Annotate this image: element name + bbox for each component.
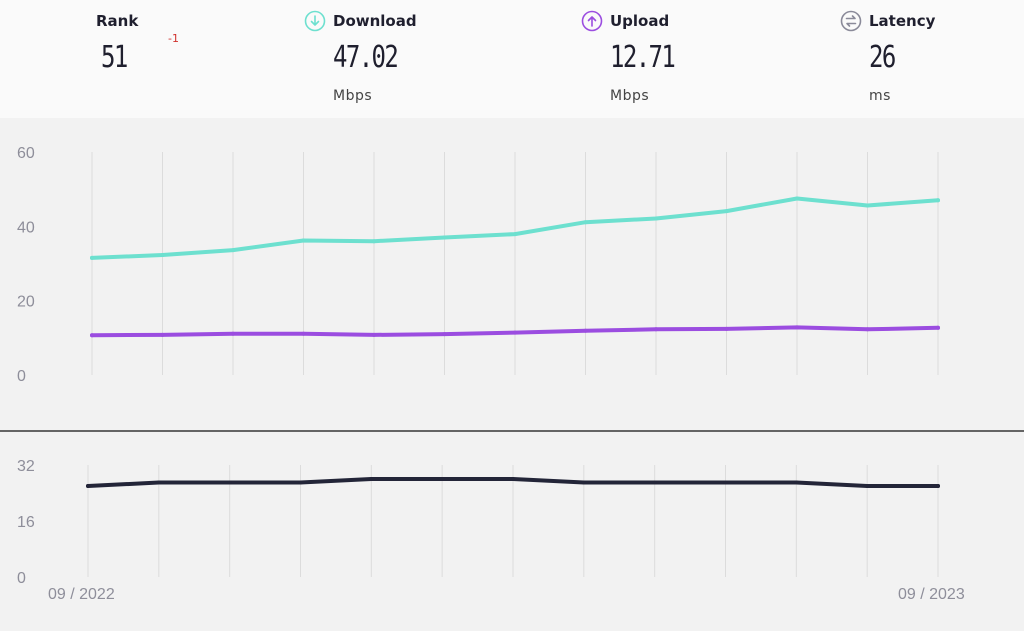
download-value: 47.02	[333, 40, 399, 75]
y-tick-label: 0	[17, 570, 26, 587]
data-point-upload	[160, 332, 165, 337]
y-tick-label: 0	[17, 368, 26, 385]
data-point-download	[442, 235, 447, 240]
data-point-latency	[511, 477, 515, 481]
data-point-upload	[795, 325, 799, 330]
data-point-upload	[513, 330, 517, 335]
data-point-latency	[865, 484, 870, 488]
rank-delta: -1	[168, 32, 179, 45]
data-point-download	[795, 196, 799, 201]
x-tick-label: 09 / 2022	[48, 586, 115, 603]
download-metric: Download 47.02 Mbps	[304, 10, 504, 110]
download-label: Download	[333, 12, 417, 30]
data-point-download	[372, 239, 376, 244]
y-tick-label: 40	[17, 219, 35, 236]
metrics-header: Rank 51 -1 Download 47.02 Mbps Upload 12…	[0, 0, 1024, 118]
data-point-download	[160, 252, 165, 257]
latency-unit: ms	[869, 88, 891, 104]
data-point-download	[301, 238, 306, 243]
data-point-download	[90, 255, 94, 260]
data-point-latency	[581, 480, 586, 485]
data-point-latency	[369, 477, 374, 481]
data-point-upload	[231, 331, 235, 336]
x-tick-label: 09 / 2023	[898, 586, 965, 603]
data-point-upload	[654, 327, 658, 332]
data-point-latency	[794, 480, 799, 485]
data-point-upload	[724, 326, 729, 331]
arrow-up-circle-icon	[581, 10, 603, 32]
data-point-upload	[372, 332, 376, 337]
y-tick-label: 20	[17, 294, 35, 311]
latency-label: Latency	[869, 12, 936, 30]
data-point-upload	[865, 327, 870, 332]
latency-chart: 32 16 0 09 / 2022 09 / 2023	[17, 458, 965, 603]
y-tick-label: 32	[17, 458, 35, 475]
data-point-latency	[227, 480, 232, 485]
arrow-down-circle-icon	[304, 10, 326, 32]
data-point-upload	[936, 325, 940, 330]
upload-unit: Mbps	[610, 88, 650, 104]
data-point-download	[513, 232, 517, 237]
data-point-download	[231, 248, 235, 253]
rank-label: Rank	[96, 12, 139, 30]
speed-charts: 60 40 20 0 32 16 0 09 / 2022 09 / 2023	[0, 145, 1024, 603]
data-point-download	[865, 203, 870, 208]
data-point-download	[583, 220, 588, 225]
latency-metric: Latency 26 ms	[840, 10, 1024, 110]
data-point-latency	[298, 480, 303, 485]
data-point-download	[724, 209, 729, 214]
data-point-latency	[652, 480, 657, 485]
speed-chart: 60 40 20 0	[17, 145, 940, 385]
upload-label: Upload	[610, 12, 670, 30]
download-unit: Mbps	[333, 88, 373, 104]
data-point-download	[936, 198, 940, 203]
data-point-latency	[86, 484, 90, 488]
exchange-circle-icon	[840, 10, 862, 32]
data-point-upload	[442, 332, 447, 337]
y-tick-label: 60	[17, 145, 35, 162]
data-point-download	[654, 216, 658, 221]
y-tick-label: 16	[17, 514, 35, 531]
rank-metric: Rank 51 -1	[96, 10, 296, 110]
data-point-latency	[440, 477, 445, 481]
data-point-upload	[90, 333, 94, 338]
data-point-latency	[156, 480, 161, 485]
latency-value: 26	[869, 40, 896, 75]
upload-value: 12.71	[610, 40, 676, 75]
data-point-latency	[723, 480, 728, 485]
rank-value: 51	[101, 40, 128, 75]
upload-metric: Upload 12.71 Mbps	[581, 10, 781, 110]
data-point-upload	[301, 331, 306, 336]
data-point-latency	[936, 484, 940, 488]
data-point-upload	[583, 328, 588, 333]
